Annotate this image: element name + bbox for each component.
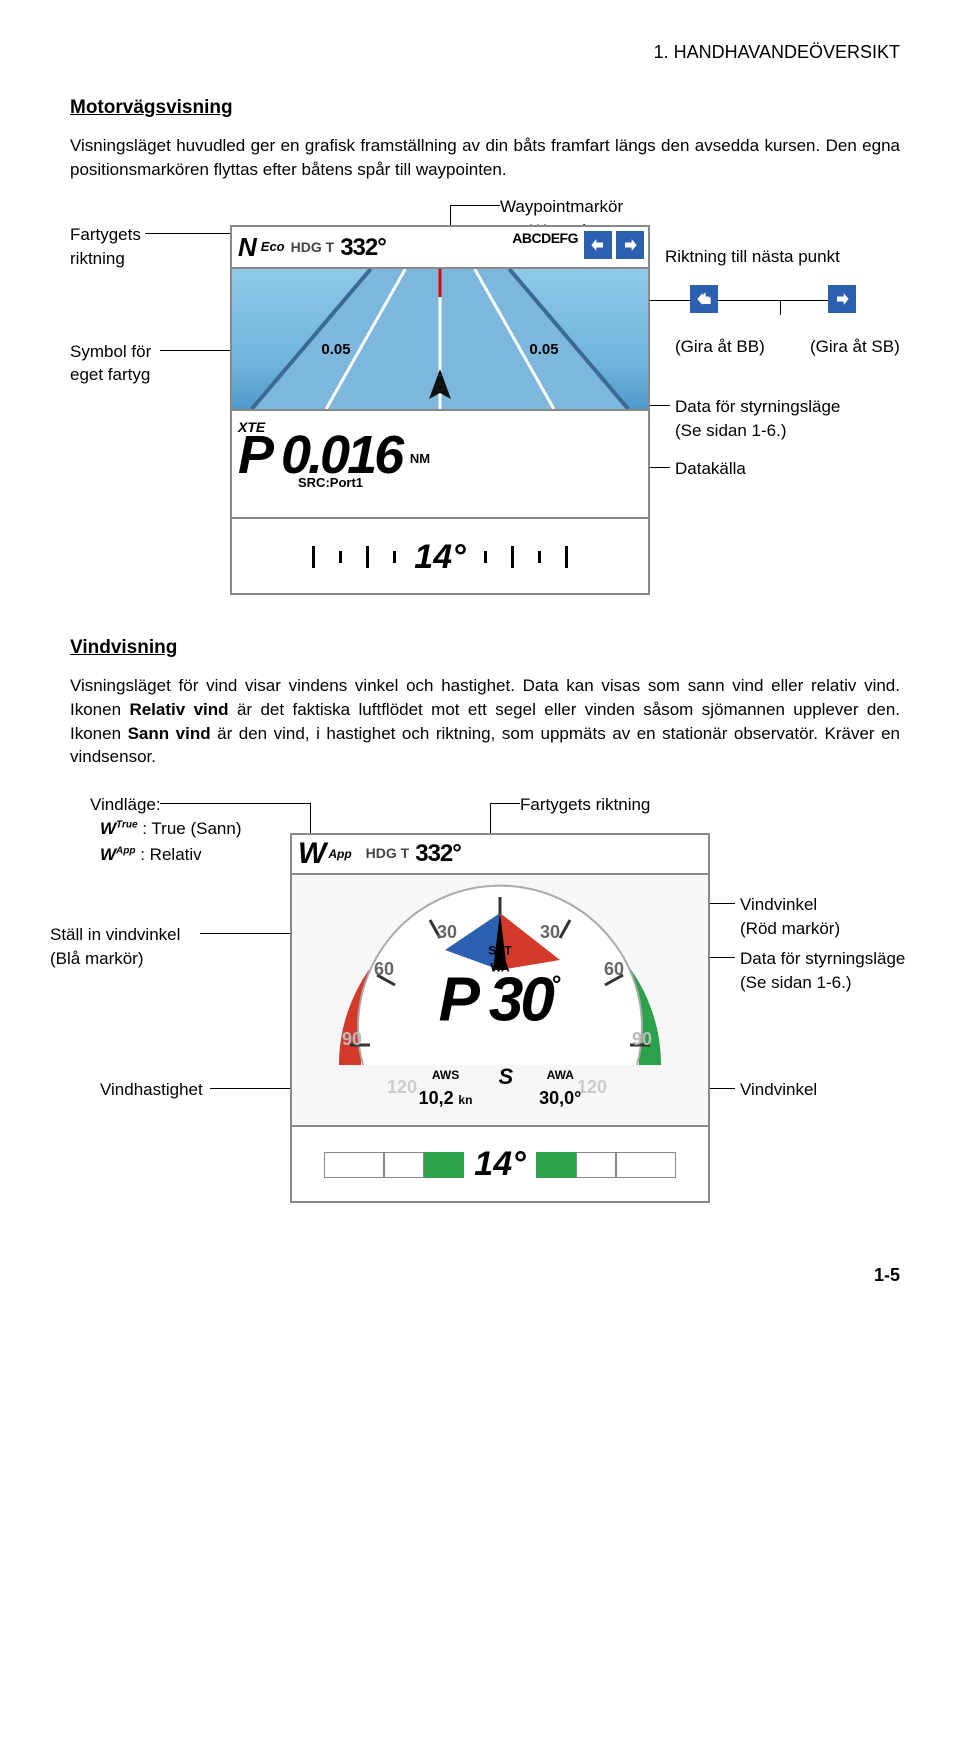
scale-60l: 60: [374, 957, 394, 982]
wind-rudder-value: 14°: [474, 1141, 525, 1189]
highway-diagram: Fartygets riktning Symbol för eget farty…: [70, 205, 900, 635]
wind-mode-app: App: [328, 846, 351, 863]
left-turn-arrow-icon: [690, 285, 718, 313]
label-gira-sb: (Gira åt SB): [810, 335, 900, 359]
scale-90r: 90: [632, 1027, 652, 1052]
page-header: 1. HANDHAVANDEÖVERSIKT: [70, 40, 900, 65]
scale-90l: 90: [342, 1027, 362, 1052]
label-vindhast: Vindhastighet: [100, 1078, 203, 1102]
right-turn-icon: [616, 231, 644, 259]
label-sesidan: (Se sidan 1-6.): [675, 419, 787, 443]
wind-hdg-label: HDG T: [366, 844, 410, 864]
wind-dial: 30 30 60 60 90 90 120 120 SET WA P 30° A…: [292, 875, 708, 1125]
xte-src: SRC:Port1: [298, 474, 642, 492]
own-boat-icon: [427, 369, 453, 405]
label-vindvinkel: Vindvinkel: [740, 893, 817, 917]
left-turn-icon: [584, 231, 612, 259]
label-bla: (Blå markör): [50, 947, 144, 971]
hdg-label: HDG T: [291, 238, 335, 258]
label-gira-bb: (Gira åt BB): [675, 335, 765, 359]
xte-value: P 0.016: [238, 431, 401, 480]
wtrue-icon: WTrue : True (Sann): [100, 817, 242, 841]
label-vindlage: Vindläge:: [90, 793, 161, 817]
label-own1: Symbol för: [70, 340, 151, 364]
hdg-value: 332°: [340, 231, 386, 265]
page-number: 1-5: [70, 1263, 900, 1288]
label-own2: eget fartyg: [70, 363, 150, 387]
label-data-styr: Data för styrningsläge: [675, 395, 840, 419]
label-wdatastyr: Data för styrningsläge: [740, 947, 905, 971]
mode-eco: Eco: [261, 238, 285, 256]
mode-n: N: [238, 229, 257, 265]
right-turn-arrow-icon: [828, 285, 856, 313]
waypoint-name: ABCDEFG: [512, 229, 578, 249]
highway-topbar: N Eco HDG T 332° ABCDEFG: [232, 227, 648, 269]
label-stallin: Ställ in vindvinkel: [50, 923, 180, 947]
highway-title: Motorvägsvisning: [70, 95, 900, 122]
label-vindvinkel2: Vindvinkel: [740, 1078, 817, 1102]
label-fartygets: Fartygets: [70, 223, 141, 247]
road-tick-left: 0.05: [321, 339, 350, 360]
label-rikt-till: Riktning till nästa punkt: [665, 245, 840, 269]
wind-rudder-bar: 14°: [292, 1125, 708, 1203]
wind-mode-w: W: [298, 833, 326, 875]
label-wsesidan: (Se sidan 1-6.): [740, 971, 852, 995]
waypoint-marker-icon: [439, 269, 442, 297]
wind-title: Vindvisning: [70, 635, 900, 662]
wind-main-value: SET WA P 30°: [439, 942, 562, 1027]
wapp-icon: WApp : Relativ: [100, 843, 202, 867]
highway-rudder-bar: 14°: [232, 517, 648, 595]
wind-diagram: Vindläge: WTrue : True (Sann) WApp : Rel…: [70, 793, 900, 1213]
highway-road: 0.05 0.05: [232, 269, 648, 409]
wind-hdg-value: 332°: [415, 837, 461, 871]
rudder-value: 14°: [414, 534, 465, 582]
wind-topbar: W App HDG T 332°: [292, 835, 708, 875]
highway-xte-panel: XTE P 0.016 NM SRC:Port1: [232, 409, 648, 517]
road-tick-right: 0.05: [529, 339, 558, 360]
label-fartrikt: Fartygets riktning: [520, 793, 650, 817]
highway-display: N Eco HDG T 332° ABCDEFG 0.05 0.05: [230, 225, 650, 595]
label-datakalla: Datakälla: [675, 457, 746, 481]
scale-60r: 60: [604, 957, 624, 982]
wind-display: W App HDG T 332°: [290, 833, 710, 1203]
label-riktning: riktning: [70, 247, 125, 271]
label-wpmark: Waypointmarkör: [500, 195, 623, 219]
highway-intro: Visningsläget huvudled ger en grafisk fr…: [70, 134, 900, 182]
label-rod: (Röd markör): [740, 917, 840, 941]
xte-unit: NM: [410, 450, 430, 468]
wind-intro: Visningsläget för vind visar vindens vin…: [70, 674, 900, 769]
wind-bottom-row: AWS 10,2 kn S AWA 30,0°: [292, 1062, 708, 1111]
